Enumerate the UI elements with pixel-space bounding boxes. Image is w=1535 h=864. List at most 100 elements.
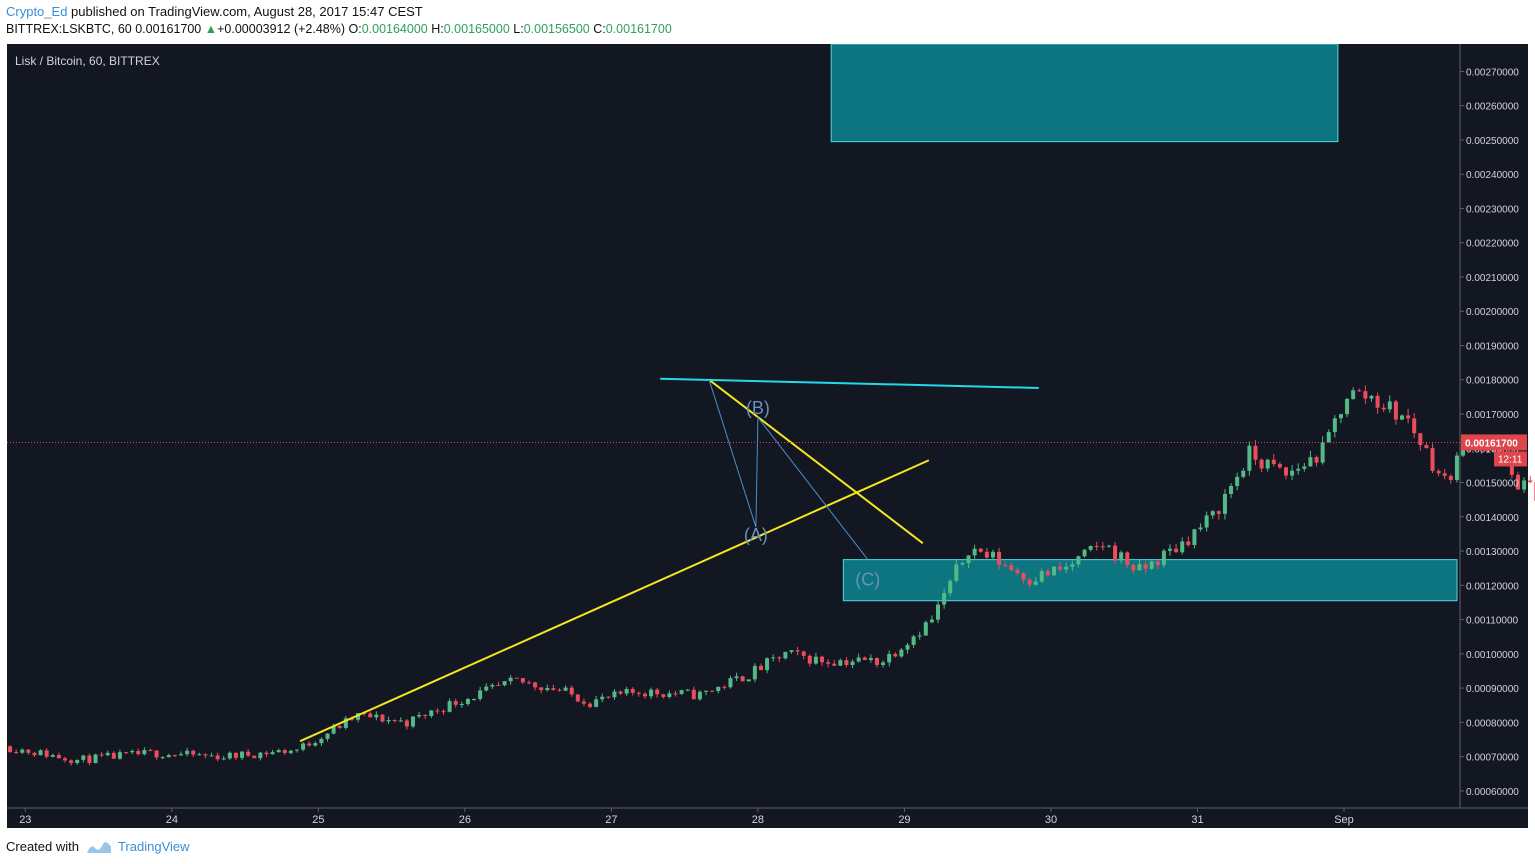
candle-up[interactable] [966,555,971,564]
candle-up[interactable] [1369,395,1374,399]
candle-up[interactable] [649,689,654,697]
candle-up[interactable] [1161,550,1166,566]
candle-down[interactable] [844,660,849,666]
candle-down[interactable] [807,655,812,664]
candle-up[interactable] [185,750,190,755]
candle-up[interactable] [936,604,941,620]
candle-down[interactable] [8,746,13,752]
descending-trendline[interactable] [708,378,924,544]
candle-up[interactable] [765,658,770,671]
candle-up[interactable] [1332,418,1337,433]
candle-up[interactable] [881,662,886,665]
candle-up[interactable] [258,752,263,759]
candle-down[interactable] [557,689,562,691]
abc-wave-path[interactable] [708,379,869,560]
candle-up[interactable] [1387,401,1392,410]
price-chart[interactable]: (B) (A) (C) 0.00270000 0.00260000 0.00250000… [0,44,1535,830]
candle-up[interactable] [1210,511,1215,516]
candle-down[interactable] [264,752,269,755]
candle-down[interactable] [551,688,556,690]
candle-down[interactable] [1436,470,1441,474]
candle-up[interactable] [240,751,245,758]
candle-down[interactable] [1125,552,1130,565]
candle-down[interactable] [520,678,525,683]
candle-up[interactable] [374,714,379,718]
candle-down[interactable] [862,657,867,660]
candle-up[interactable] [325,733,330,739]
candle-up[interactable] [270,752,275,755]
candle-up[interactable] [887,653,892,663]
candle-up[interactable] [484,686,489,691]
candle-up[interactable] [1198,527,1203,530]
upper-target-zone[interactable] [830,44,1339,143]
candle-up[interactable] [716,686,721,691]
candle-up[interactable] [417,714,422,717]
candle-down[interactable] [1100,546,1105,548]
candle-down[interactable] [14,751,19,753]
candle-down[interactable] [1393,401,1398,420]
candle-down[interactable] [44,750,49,757]
candle-down[interactable] [1418,433,1423,446]
candle-down[interactable] [1113,545,1118,561]
plot-area[interactable] [7,44,1460,808]
candle-up[interactable] [410,716,415,727]
candle-down[interactable] [26,749,31,753]
candle-down[interactable] [1314,457,1319,463]
candle-down[interactable] [1406,415,1411,419]
candle-up[interactable] [734,676,739,679]
candle-up[interactable] [1064,566,1069,570]
candle-down[interactable] [710,690,715,692]
candle-down[interactable] [1003,564,1008,566]
candle-down[interactable] [1442,473,1447,476]
candle-down[interactable] [435,710,440,712]
candle-up[interactable] [472,698,477,700]
candle-down[interactable] [539,687,544,691]
candle-down[interactable] [1424,445,1429,449]
candle-up[interactable] [50,754,55,757]
candle-up[interactable] [490,684,495,687]
candle-down[interactable] [1015,569,1020,574]
candle-down[interactable] [661,694,666,697]
candle-up[interactable] [600,696,605,700]
candle-down[interactable] [215,755,220,760]
candle-up[interactable] [1149,561,1154,569]
candle-up[interactable] [75,759,80,764]
candle-up[interactable] [911,636,916,645]
candle-down[interactable] [1528,480,1533,483]
candle-down[interactable] [1259,459,1264,469]
candle-down[interactable] [1131,564,1136,571]
candle-down[interactable] [307,743,312,746]
candle-down[interactable] [337,725,342,728]
candle-down[interactable] [172,755,177,757]
candle-up[interactable] [1070,564,1075,567]
candle-down[interactable] [69,760,74,764]
candle-down[interactable] [1271,459,1276,465]
candle-down[interactable] [246,751,251,756]
candle-up[interactable] [1247,445,1252,471]
candle-up[interactable] [1192,529,1197,546]
candle-down[interactable] [1412,418,1417,434]
candle-down[interactable] [282,750,287,753]
candle-down[interactable] [124,752,129,754]
candle-down[interactable] [1253,445,1258,460]
candle-down[interactable] [588,703,593,707]
candle-up[interactable] [227,752,232,759]
candle-up[interactable] [923,622,928,636]
candle-down[interactable] [984,551,989,558]
candle-down[interactable] [1515,474,1520,490]
candle-up[interactable] [771,657,776,659]
candle-down[interactable] [1027,579,1032,585]
candle-up[interactable] [1345,398,1350,415]
candle-up[interactable] [624,688,629,694]
candle-down[interactable] [136,750,141,755]
candle-down[interactable] [826,662,831,664]
candle-down[interactable] [453,701,458,705]
candle-down[interactable] [252,755,257,759]
candle-down[interactable] [997,551,1002,565]
candle-down[interactable] [642,693,647,697]
candle-down[interactable] [148,750,153,752]
candle-up[interactable] [942,593,947,605]
candle-up[interactable] [294,749,299,751]
candle-up[interactable] [160,757,165,759]
candle-down[interactable] [233,752,238,758]
